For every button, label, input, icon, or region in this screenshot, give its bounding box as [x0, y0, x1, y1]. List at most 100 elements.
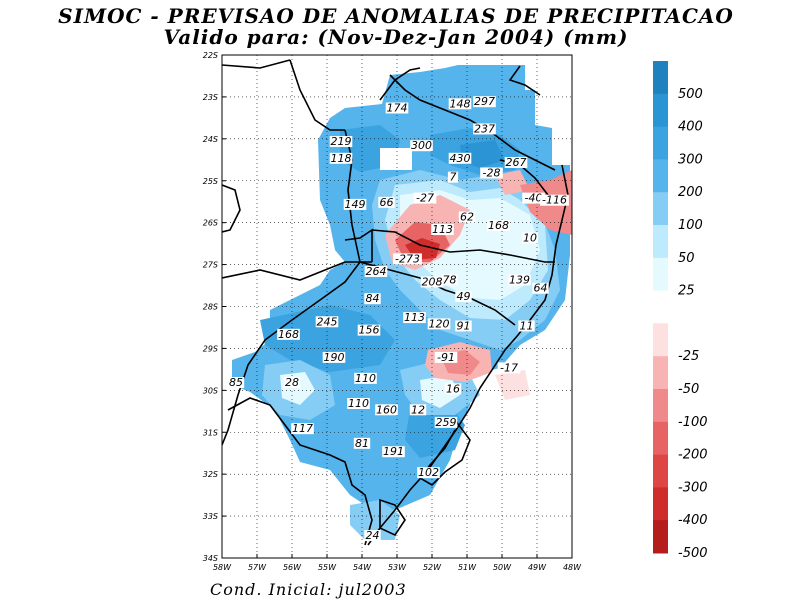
anomaly-value: -17 [500, 361, 518, 374]
anomaly-value: 24 [366, 529, 380, 542]
longitude-tick-label: 49W [528, 563, 547, 572]
colorbar-label: -25 [678, 349, 699, 364]
latitude-tick-label: 24S [203, 135, 218, 144]
anomaly-value: 149 [345, 198, 366, 211]
colorbar-label: 100 [678, 218, 703, 233]
value-label-background [357, 324, 381, 336]
longitude-tick-label: 57W [248, 563, 267, 572]
lagoa-dos-patos [418, 419, 471, 487]
colorbar-label: -100 [678, 415, 708, 430]
latitude-tick-label: 32S [203, 470, 218, 479]
longitude-tick-label: 54W [353, 563, 372, 572]
anomaly-value: 113 [432, 223, 453, 236]
value-label-background [458, 211, 476, 223]
anomaly-value: 219 [331, 135, 352, 148]
colorbar-label: -50 [678, 382, 699, 397]
anomaly-value: 110 [348, 397, 369, 410]
longitude-tick-label: 53W [388, 563, 407, 572]
positive-anomaly-core [260, 305, 395, 372]
value-label-background [487, 219, 510, 231]
anomaly-value: 300 [411, 139, 432, 152]
colorbar-segment [653, 290, 668, 324]
value-label-background [540, 194, 569, 206]
anomaly-value: 62 [460, 210, 474, 223]
longitude-tick-label: 56W [283, 563, 302, 572]
colorbar-segment [653, 389, 668, 423]
colorbar-label: -200 [678, 448, 708, 463]
anomaly-value: 245 [317, 315, 338, 328]
colorbar-label: 400 [678, 120, 703, 135]
value-label-background [329, 152, 353, 164]
latitude-tick-label: 23S [203, 93, 218, 102]
value-label-background [227, 377, 245, 389]
anomaly-value-labels: 174 148 297 219 237 300 118 430 267 7 -28 -27 -40 -11… [227, 95, 569, 542]
latitude-tick-label: 28S [203, 303, 218, 312]
anomaly-value: 168 [278, 328, 299, 341]
value-label-background [329, 136, 353, 148]
value-label-background [385, 102, 409, 114]
anomaly-value: 168 [488, 219, 509, 232]
value-label-background [277, 328, 300, 340]
value-label-background [431, 224, 454, 236]
anomaly-value: -91 [437, 351, 455, 364]
value-label-background [343, 198, 367, 210]
anomaly-value: 118 [331, 152, 352, 165]
anomaly-value: 64 [534, 282, 548, 295]
negative-anomaly-region [495, 370, 530, 400]
border-misiones [344, 228, 373, 262]
map-title: SIMOC - PREVISAO DE ANOMALIAS DE PRECIPI… [58, 4, 734, 28]
value-label-background [382, 446, 405, 458]
anomaly-value: 28 [285, 376, 299, 389]
value-label-background [521, 232, 539, 244]
negative-anomaly-region [495, 170, 530, 195]
value-label-background [434, 351, 458, 363]
anomaly-value: 264 [366, 265, 387, 278]
colorbar-segment [653, 126, 668, 160]
value-label-background [291, 423, 314, 435]
value-label-background [441, 274, 458, 286]
anomaly-value: 148 [450, 97, 471, 110]
value-label-background [518, 320, 535, 332]
border-misiones [222, 184, 241, 233]
value-label-background [455, 291, 472, 303]
value-label-background [522, 192, 545, 204]
colorbar-label: -400 [678, 513, 708, 528]
map-subtitle: Valido para: (Nov-Dez-Jan 2004) (mm) [163, 25, 629, 49]
value-label-background [375, 404, 398, 416]
anomaly-value: -273 [395, 252, 420, 265]
longitude-tick-label: 55W [318, 563, 337, 572]
border-argentina-paraguay [222, 261, 372, 281]
latitude-tick-label: 31S [203, 428, 218, 437]
value-label-background [354, 372, 377, 384]
colorbar-segment [653, 159, 668, 193]
axis-ticks: 22S23S24S25S26S27S28S29S30S31S32S33S34S5… [203, 51, 582, 572]
near-zero-region [420, 375, 460, 408]
value-label-background [444, 383, 462, 395]
value-label-background [455, 320, 472, 332]
colorbar-legend: 500 400 300 200 100 50 25 -25 -50 -100 -200 -300 -40… [653, 61, 708, 561]
colorbar-label: -500 [678, 546, 708, 561]
state-border-santa-catarina-rio-grande [359, 261, 516, 326]
longitude-tick-label: 51W [458, 563, 477, 572]
brazil-coastline [367, 164, 569, 546]
colorbar-label: 300 [678, 152, 703, 167]
state-border-parana-santa-catarina [371, 229, 555, 263]
colorbar-segment [653, 192, 668, 226]
value-label-background [508, 274, 531, 286]
anomaly-value: 237 [474, 122, 495, 135]
anomaly-value: 117 [292, 422, 313, 435]
value-label-background [403, 312, 426, 324]
border-paraguay [222, 59, 291, 69]
colorbar-segment [653, 421, 668, 456]
anomaly-value: 16 [446, 382, 460, 395]
colorbar-segment [653, 225, 668, 259]
value-label-background [448, 98, 472, 110]
value-label-background [364, 265, 388, 277]
latitude-tick-label: 30S [203, 386, 218, 395]
colorbar-segment [653, 61, 668, 95]
anomaly-value: 113 [404, 311, 425, 324]
anomaly-value: 160 [376, 403, 397, 416]
colorbar-segment [653, 487, 668, 521]
value-label-background [434, 416, 458, 428]
latitude-tick-label: 29S [203, 344, 218, 353]
